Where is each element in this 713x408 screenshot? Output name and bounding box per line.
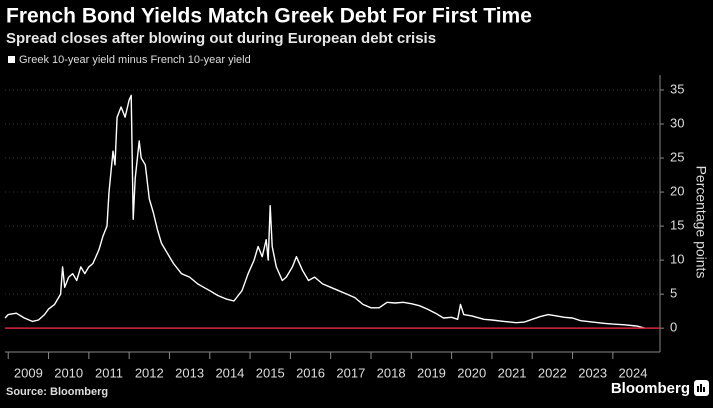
x-tick-label: 2011 [95,365,123,380]
x-tick-label: 2016 [296,365,325,380]
brand: Bloomberg [611,380,690,397]
y-tick-label: 5 [670,286,677,301]
x-tick-label: 2014 [215,365,244,380]
y-tick-label: 10 [670,252,684,267]
x-tick-label: 2015 [256,365,285,380]
y-axis-label: Percentage points [693,166,709,279]
chart-subtitle: Spread closes after blowing out during E… [6,30,436,47]
legend-swatch [8,56,15,63]
x-tick-label: 2021 [498,365,527,380]
x-tick-label: 2022 [538,365,567,380]
x-tick-label: 2018 [377,365,406,380]
x-tick-label: 2009 [14,365,43,380]
chart-title: French Bond Yields Match Greek Debt For … [6,5,532,28]
brand-icon-glyph [697,384,705,392]
x-tick-label: 2017 [336,365,365,380]
x-tick-label: 2024 [619,365,648,380]
x-tick-label: 2023 [578,365,607,380]
x-tick-label: 2020 [457,365,486,380]
x-tick-label: 2013 [175,365,204,380]
y-tick-label: 0 [670,320,677,335]
y-tick-label: 30 [670,115,684,130]
x-tick-label: 2019 [417,365,446,380]
y-tick-label: 20 [670,183,684,198]
y-tick-label: 25 [670,149,684,164]
source: Source: Bloomberg [6,386,108,398]
data-line [4,94,646,329]
y-tick-label: 35 [670,81,684,96]
y-tick-label: 15 [670,218,684,233]
legend-label: Greek 10-year yield minus French 10-year… [19,54,251,66]
x-tick-label: 2010 [54,365,83,380]
x-tick-label: 2012 [135,365,164,380]
